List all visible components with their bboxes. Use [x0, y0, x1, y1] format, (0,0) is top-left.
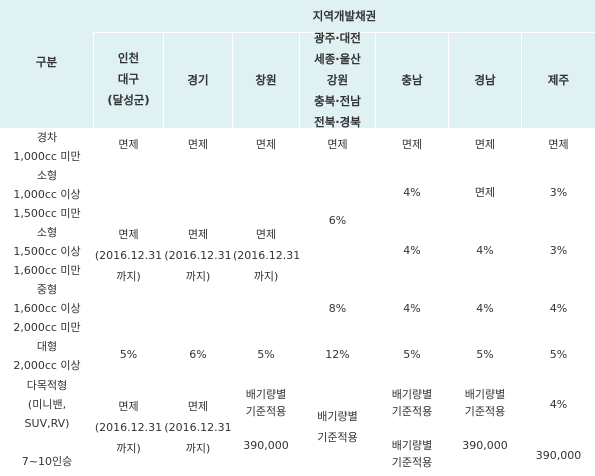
table-cell: 4%	[476, 302, 494, 315]
table-cell: 면제 (2016.12.31 까지)	[94, 400, 163, 455]
table-cell: 배기량별 기준적용 390,000	[462, 388, 508, 452]
table-cell: 배기량별 기준적용	[317, 410, 358, 444]
table-cell: 4%	[549, 302, 568, 315]
table-cell: 12%	[325, 348, 350, 361]
header-region: 충남	[401, 73, 423, 87]
table-cell: 면제	[401, 138, 423, 151]
table-cell: 면제 (2016.12.31 까지)	[164, 400, 232, 455]
header-divider	[299, 32, 300, 128]
table-cell: 5%	[549, 348, 568, 361]
table-cell: 8%	[328, 302, 347, 315]
header-region: 광주·대전 세종·울산 강원 충북·전남 전북·경북	[314, 31, 361, 129]
table-cell: 5%	[476, 348, 494, 361]
header-region: 제주	[547, 73, 570, 87]
table-cell: 면제	[118, 138, 139, 151]
table-cell: 3%	[549, 244, 568, 257]
table-cell: 4%	[476, 244, 494, 257]
row-label: 소형 1,500cc 이상 1,600cc 미만	[13, 226, 81, 277]
header-region: 창원	[255, 73, 277, 87]
table-cell: 4%	[403, 302, 421, 315]
table-cell: 면제 (2016.12.31 까지)	[233, 228, 301, 283]
header-region: 경남	[474, 73, 496, 87]
header-divider	[448, 32, 449, 128]
table-cell: 5%	[119, 348, 138, 361]
table-header	[0, 0, 595, 128]
header-divider	[375, 32, 376, 128]
header-divider	[163, 32, 164, 128]
row-label: 다목적형 (미니밴, SUV,RV) 7~10인승	[21, 379, 73, 468]
table-cell: 면제 (2016.12.31 까지)	[164, 228, 232, 283]
header-divider	[232, 32, 233, 128]
row-label: 소형 1,000cc 이상 1,500cc 미만	[13, 169, 81, 220]
table-cell: 4% 390,000	[535, 398, 582, 462]
table-cell: 면제	[187, 138, 209, 151]
table-cell: 면제	[474, 138, 496, 151]
table-cell: 5%	[257, 348, 275, 361]
table-cell: 배기량별 기준적용 390,000	[243, 388, 289, 452]
table-cell: 배기량별 기준적용 배기량별 기준적용	[391, 388, 433, 469]
table-cell: 면제	[548, 138, 569, 151]
table-cell: 면제	[327, 138, 348, 151]
header-region: 인천 대구 (달성군)	[107, 51, 150, 107]
table-cell: 면제 (2016.12.31 까지)	[94, 228, 163, 283]
table-cell: 6%	[328, 214, 347, 227]
header-region: 경기	[187, 73, 209, 87]
header-group-title: 지역개발채권	[312, 9, 377, 23]
table-cell: 5%	[403, 348, 421, 361]
row-label: 대형 2,000cc 이상	[13, 340, 81, 372]
row-label: 중형 1,600cc 이상 2,000cc 미만	[13, 283, 81, 334]
row-label: 경차 1,000cc 미만	[13, 131, 81, 163]
table-cell: 4%	[403, 186, 421, 199]
header-divider	[93, 32, 94, 128]
table-cell: 4%	[403, 244, 421, 257]
header-divider	[521, 32, 522, 128]
table-cell: 면제	[474, 186, 496, 199]
table-cell: 6%	[189, 348, 207, 361]
header-category: 구분	[35, 55, 58, 69]
table-cell: 면제	[255, 138, 277, 151]
table-cell: 3%	[549, 186, 568, 199]
header-divider	[94, 32, 595, 33]
